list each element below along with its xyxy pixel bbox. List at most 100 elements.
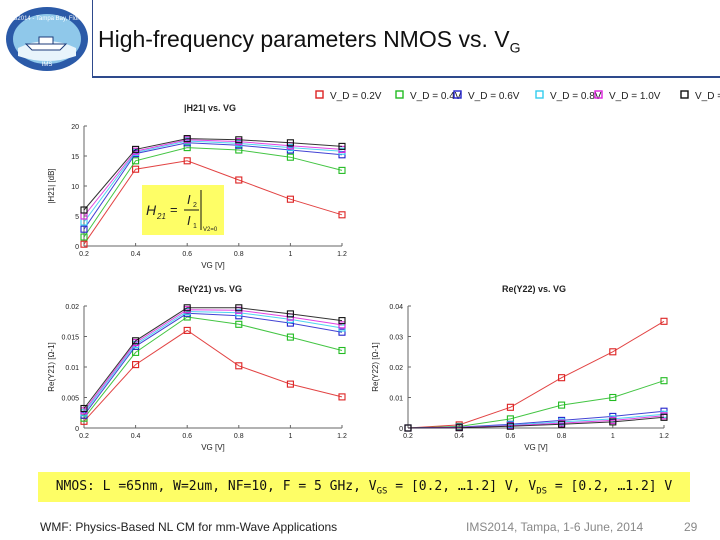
data-point	[338, 166, 346, 174]
footer-conference: IMS2014, Tampa, 1-6 June, 2014	[466, 520, 644, 534]
chart-rey21: 0 0.005 0.01 0.015 0.02 0.2 0.4 0.6 0.8 1 1.2 Re(Y2…	[47, 284, 347, 452]
data-point	[235, 136, 243, 144]
legend-marker	[395, 90, 404, 99]
series-line	[83, 312, 343, 416]
chart-title: |H21| vs. VG	[184, 103, 236, 113]
y-tick-label: 0.02	[65, 304, 79, 311]
ims2014-logo: IMS2014 - Tampa Bay, Florida IMS	[6, 7, 88, 71]
x-tick-label: 0.6	[182, 251, 192, 258]
data-point	[183, 157, 191, 165]
data-point	[455, 424, 463, 432]
y-tick-label: 0.01	[389, 396, 403, 403]
x-tick-label: 1	[288, 433, 292, 440]
params-banner: NMOS: L =65nm, W=2um, NF=10, F = 5 GHz, …	[38, 472, 690, 502]
data-point	[235, 320, 243, 328]
data-point	[80, 206, 88, 214]
y-tick-label: 0	[399, 426, 403, 433]
formula-condition: V2=0	[203, 227, 218, 233]
data-point	[558, 374, 566, 382]
data-point	[80, 233, 88, 241]
y-axis-label: |H21| [dB]	[47, 168, 56, 203]
x-tick-label: 1.2	[659, 433, 669, 440]
data-point	[338, 328, 346, 336]
data-point	[80, 240, 88, 248]
series-line	[407, 320, 665, 429]
series-line	[83, 316, 343, 419]
formula-num-sub: 2	[193, 202, 197, 209]
legend-label: V_D = 0.8V	[550, 91, 602, 102]
y-tick-label: 5	[75, 214, 79, 221]
y-tick-label: 10	[71, 184, 79, 191]
data-point	[660, 317, 668, 325]
data-point	[286, 333, 294, 341]
svg-text:IMS: IMS	[42, 62, 53, 68]
series-line	[83, 147, 343, 238]
legend-marker	[315, 90, 324, 99]
series-line	[83, 309, 343, 412]
y-tick-label: 20	[71, 124, 79, 131]
title-divider	[92, 76, 720, 78]
legend-label: V_D = 1.2	[695, 91, 720, 102]
data-point	[132, 337, 140, 345]
formula-den-sub: 1	[193, 223, 197, 230]
x-tick-label: 0.2	[79, 433, 89, 440]
formula-lhs-sub: 21	[156, 212, 166, 221]
data-point	[609, 418, 617, 426]
data-point	[338, 142, 346, 150]
data-point	[235, 146, 243, 154]
y-tick-label: 0.03	[389, 335, 403, 342]
data-point	[338, 211, 346, 219]
data-point	[286, 310, 294, 318]
h21-formula: H 21 =I 2I 1 V2=0	[142, 185, 224, 235]
data-point	[338, 317, 346, 325]
formula-den: I	[187, 213, 191, 228]
y-axis-label: Re(Y21) [Ω-1]	[47, 342, 56, 392]
data-point	[80, 404, 88, 413]
data-point	[660, 413, 668, 421]
title-divider-vertical	[92, 0, 93, 78]
formula-num: I	[187, 192, 191, 207]
x-tick-label: 0.2	[403, 433, 413, 440]
legend-marker	[594, 90, 603, 99]
data-point	[286, 195, 294, 203]
series-line	[83, 310, 343, 414]
x-tick-label: 1	[611, 433, 615, 440]
data-point	[235, 176, 243, 184]
x-tick-label: 0.6	[182, 433, 192, 440]
x-tick-label: 0.8	[234, 251, 244, 258]
formula-box	[142, 185, 224, 235]
data-point	[183, 326, 191, 334]
y-tick-label: 0.02	[389, 365, 403, 372]
x-axis-label: VG [V]	[524, 443, 548, 452]
y-tick-label: 0.04	[389, 304, 403, 311]
data-point	[286, 380, 294, 388]
x-axis-label: VG [V]	[201, 261, 225, 270]
data-point	[286, 153, 294, 161]
legend-marker	[535, 90, 544, 99]
x-tick-label: 1.2	[337, 251, 347, 258]
series-line	[83, 329, 343, 422]
series-line	[83, 160, 343, 245]
y-tick-label: 0.015	[61, 335, 79, 342]
y-axis-label: Re(Y22) [Ω-1]	[371, 342, 380, 392]
y-tick-label: 15	[71, 154, 79, 161]
data-point	[286, 139, 294, 147]
data-point	[235, 362, 243, 370]
y-tick-label: 0	[75, 426, 79, 433]
x-tick-label: 0.4	[454, 433, 464, 440]
y-tick-label: 0.005	[61, 396, 79, 403]
page-number: 29	[684, 520, 698, 534]
formula-eq: =	[170, 202, 178, 217]
data-point	[660, 377, 668, 385]
data-point	[132, 157, 140, 165]
data-point	[338, 393, 346, 401]
series-line	[83, 140, 343, 223]
x-tick-label: 1	[288, 251, 292, 258]
legend-label: V_D = 0.2V	[330, 91, 382, 102]
data-point	[609, 348, 617, 356]
formula-lhs: H	[146, 202, 157, 218]
data-point	[338, 321, 346, 329]
legend-marker	[453, 90, 462, 99]
legend-label: V_D = 0.4V	[410, 91, 462, 102]
